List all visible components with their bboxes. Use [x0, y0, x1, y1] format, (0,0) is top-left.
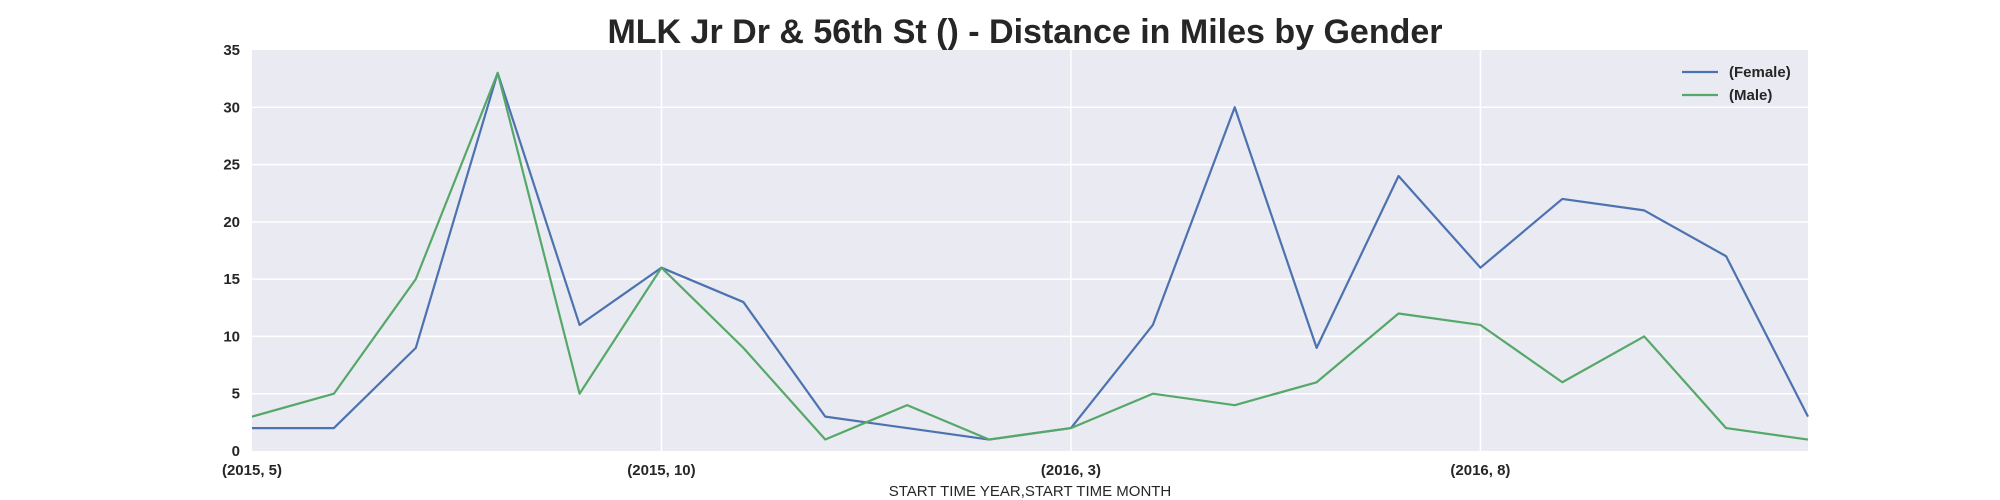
series-lines: [251, 71, 1809, 441]
y-tick-label: 20: [223, 214, 240, 231]
legend-label: (Female): [1729, 64, 1791, 81]
legend: (Female) (Male): [1682, 64, 1791, 104]
plot-area: [252, 50, 1808, 451]
x-tick-label: (2015, 5): [222, 462, 282, 479]
legend-label: (Male): [1729, 87, 1772, 104]
x-tick-label: (2016, 8): [1450, 462, 1510, 479]
y-tick-label: 25: [223, 157, 240, 174]
x-axis-label: START TIME YEAR,START TIME MONTH: [889, 483, 1172, 500]
y-tick-label: 35: [223, 42, 240, 59]
x-axis: (2015, 5) (2015, 10) (2016, 3) (2016, 8): [222, 462, 1510, 479]
y-tick-label: 15: [223, 271, 240, 288]
y-tick-label: 10: [223, 328, 240, 345]
y-tick-label: 30: [223, 99, 240, 116]
y-tick-label: 5: [232, 386, 240, 403]
grid-lines: [252, 50, 1808, 451]
y-tick-label: 0: [232, 443, 240, 460]
x-tick-label: (2015, 10): [627, 462, 695, 479]
y-axis: 0 5 10 15 20 25 30 35: [223, 42, 240, 460]
x-tick-label: (2016, 3): [1041, 462, 1101, 479]
series-line: [251, 71, 1809, 441]
chart-title: MLK Jr Dr & 56th St () - Distance in Mil…: [607, 13, 1442, 51]
